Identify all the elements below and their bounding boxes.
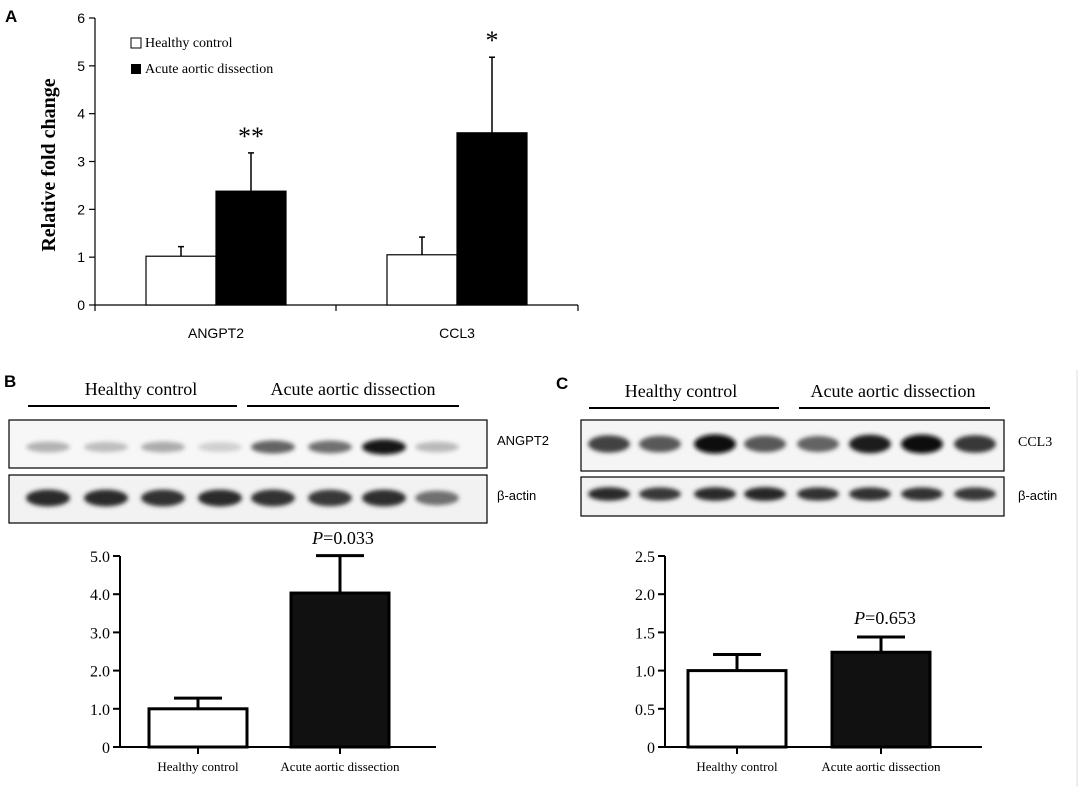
chart-b-y-tick-label: 4.0 bbox=[90, 587, 110, 604]
chart-a-y-tick-label: 6 bbox=[77, 10, 85, 26]
chart-a-y-tick-label: 3 bbox=[77, 154, 85, 170]
chart-c-p-number: =0.653 bbox=[865, 608, 916, 628]
chart-a-significance: * bbox=[486, 26, 499, 55]
blot-b-row-label-target: ANGPT2 bbox=[497, 433, 549, 448]
chart-b-y-tick-label: 2.0 bbox=[90, 664, 110, 681]
blot-b-target-band bbox=[198, 442, 242, 452]
blot-c-actin-band bbox=[639, 487, 681, 501]
panel-label-b: B bbox=[4, 372, 16, 391]
chart-b-p-italic: P bbox=[311, 528, 323, 548]
chart-b-y-tick-label: 1.0 bbox=[90, 702, 110, 719]
chart-c-y-tick-label: 2.5 bbox=[635, 549, 655, 566]
blot-c-group-label-dissection: Acute aortic dissection bbox=[811, 381, 976, 401]
chart-c-bar-dissection bbox=[830, 650, 932, 749]
chart-a-bar-healthy bbox=[386, 254, 458, 306]
blot-c-actin-band bbox=[588, 487, 630, 501]
blot-b-actin-band bbox=[84, 489, 128, 507]
blot-b-actin-band bbox=[308, 489, 352, 507]
blot-b-row-label-actin: β-actin bbox=[497, 488, 536, 503]
chart-c-y-tick-label: 1.0 bbox=[635, 664, 655, 681]
blot-c-target-band bbox=[639, 435, 681, 453]
panel-label-c: C bbox=[556, 374, 568, 393]
blot-c-group-label-healthy: Healthy control bbox=[625, 381, 737, 401]
chart-b-bar-healthy bbox=[147, 707, 249, 749]
legend-swatch-healthy bbox=[130, 37, 142, 49]
chart-c-x-tick-label: Healthy control bbox=[696, 759, 778, 774]
blot-c-row-label-actin: β-actin bbox=[1018, 488, 1057, 503]
blot-c-actin-band bbox=[954, 487, 996, 501]
blot-c-target-band bbox=[954, 435, 996, 453]
legend-swatch-dissection bbox=[131, 64, 141, 74]
blot-b-actin-band bbox=[362, 489, 406, 507]
blot-b-group-label-dissection: Acute aortic dissection bbox=[271, 379, 436, 399]
chart-a-y-tick-label: 4 bbox=[77, 106, 85, 122]
chart-a-y-axis-label: Relative fold change bbox=[38, 78, 60, 251]
chart-c-bar-healthy bbox=[686, 669, 788, 749]
blot-c-target-band bbox=[744, 435, 786, 453]
chart-b-p-number: =0.033 bbox=[323, 528, 374, 548]
blot-b-actin-band bbox=[26, 489, 70, 507]
chart-c-x-tick-label: Acute aortic dissection bbox=[821, 759, 941, 774]
chart-b-x-tick-label: Healthy control bbox=[157, 759, 239, 774]
blot-b-target-membrane bbox=[8, 419, 488, 469]
chart-a-bar-healthy bbox=[145, 255, 217, 306]
legend-label-healthy: Healthy control bbox=[145, 36, 233, 51]
blot-c-target-band bbox=[694, 434, 736, 454]
blot-b-target-band bbox=[141, 441, 185, 453]
blot-b-actin-band bbox=[251, 489, 295, 507]
chart-c-p-italic: P bbox=[853, 608, 865, 628]
chart-a-y-tick-label: 1 bbox=[77, 249, 85, 265]
chart-c-y-tick-label: 0 bbox=[647, 740, 655, 757]
chart-c: 0 0.5 1.0 1.5 2.0 2.5 Healthy control Acute ao… bbox=[635, 549, 982, 774]
chart-c-p-value: P=0.653 bbox=[853, 608, 916, 628]
chart-b-y-tick-label: 0 bbox=[102, 740, 110, 757]
chart-b: 0 1.0 2.0 3.0 4.0 5.0 Healthy control Acute ao… bbox=[90, 528, 436, 774]
chart-a-y-tick-label: 0 bbox=[77, 297, 85, 313]
chart-a-y-tick-label: 5 bbox=[77, 58, 85, 74]
blot-c-target-band bbox=[588, 435, 630, 453]
blot-c-target-band bbox=[849, 434, 891, 454]
chart-a-bar-dissection bbox=[456, 132, 528, 306]
chart-b-p-value: P=0.033 bbox=[311, 528, 374, 548]
panel-label-a: A bbox=[5, 7, 17, 26]
blot-b-target-band bbox=[251, 440, 295, 454]
chart-c-y-tick-label: 1.5 bbox=[635, 625, 655, 642]
chart-c-y-tick-label: 2.0 bbox=[635, 587, 655, 604]
blot-b-target-band bbox=[26, 441, 70, 453]
blot-b-target-band bbox=[415, 441, 459, 453]
blot-c-actin-band bbox=[849, 487, 891, 501]
chart-a-y-tick-label: 2 bbox=[77, 201, 85, 217]
blot-b-target-band bbox=[362, 439, 406, 455]
blot-b-actin-band bbox=[198, 489, 242, 507]
legend-label-dissection: Acute aortic dissection bbox=[145, 62, 273, 77]
chart-b-bar-dissection bbox=[289, 591, 391, 749]
blot-c-target-band bbox=[901, 434, 943, 454]
blot-c-actin-band bbox=[694, 487, 736, 501]
chart-a-bar-dissection bbox=[215, 190, 287, 306]
chart-a-x-tick-label: CCL3 bbox=[439, 325, 475, 341]
blot-c-target-band bbox=[797, 436, 839, 452]
chart-b-x-tick-label: Acute aortic dissection bbox=[280, 759, 400, 774]
blot-c-row-label-target: CCL3 bbox=[1018, 435, 1052, 450]
blot-b-actin-band bbox=[415, 490, 459, 506]
blot-c-actin-band bbox=[744, 487, 786, 501]
chart-b-y-tick-label: 5.0 bbox=[90, 549, 110, 566]
blot-c-actin-band bbox=[797, 487, 839, 501]
chart-c-y-tick-label: 0.5 bbox=[635, 702, 655, 719]
blot-c-actin-band bbox=[901, 487, 943, 501]
chart-a-significance: ** bbox=[238, 122, 264, 151]
blot-c: Healthy control Acute aortic dissection … bbox=[580, 381, 1057, 517]
blot-b-actin-band bbox=[141, 489, 185, 507]
blot-b-group-label-healthy: Healthy control bbox=[85, 379, 197, 399]
chart-b-y-tick-label: 3.0 bbox=[90, 625, 110, 642]
blot-b-target-band bbox=[308, 440, 352, 454]
blot-b: Healthy control Acute aortic dissection … bbox=[8, 379, 549, 524]
chart-a-x-tick-label: ANGPT2 bbox=[188, 325, 244, 341]
blot-b-target-band bbox=[84, 441, 128, 453]
